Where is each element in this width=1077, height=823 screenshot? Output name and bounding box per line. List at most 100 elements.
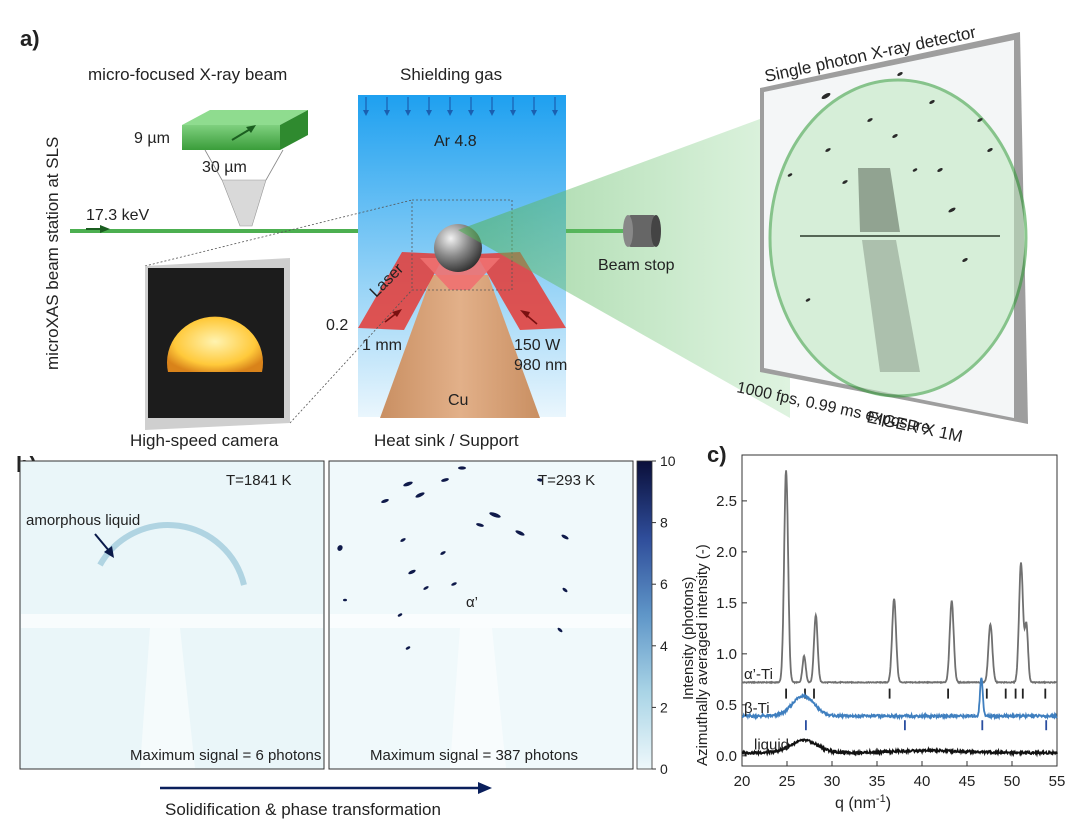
x-tick-label: 35 <box>869 773 886 790</box>
pattern-spot <box>489 512 501 518</box>
pattern-spot <box>400 538 406 542</box>
y-tick-label: 2.0 <box>716 544 737 561</box>
pattern-spot <box>440 551 446 555</box>
copper-label: Cu <box>448 392 468 409</box>
pattern-spot <box>476 523 484 527</box>
x-tick-label: 30 <box>824 773 841 790</box>
pattern-spot <box>557 627 563 633</box>
diffraction-cone <box>458 108 790 418</box>
colorbar <box>636 460 653 770</box>
detector-spot <box>912 168 918 172</box>
series-label: liquid <box>754 737 789 754</box>
y-tick-label: 2.5 <box>716 493 737 510</box>
pattern-right-max: Maximum signal = 387 photons <box>370 747 578 764</box>
series-line-1 <box>741 677 1058 721</box>
colorbar-tick-label: 6 <box>660 576 668 592</box>
pattern-left-temperature: T=1841 K <box>226 472 291 489</box>
detector-spot <box>977 118 983 122</box>
x-tick-label: 50 <box>1004 773 1021 790</box>
pattern-spot <box>405 646 411 650</box>
copper-support <box>380 275 540 418</box>
detector-spot <box>842 180 848 184</box>
pattern-left-max: Maximum signal = 6 photons <box>130 747 321 764</box>
y-tick-label: 1.0 <box>716 646 737 663</box>
y-tick-label: 0.5 <box>716 697 737 714</box>
pattern-solid-spots <box>337 466 569 650</box>
gas-arrow-head <box>531 110 537 116</box>
y-tick-label: 0.0 <box>716 748 737 765</box>
x-tick-label: 25 <box>779 773 796 790</box>
process-arrow-label: Solidification & phase transformation <box>165 800 441 819</box>
colorbar-label: Intensity (photons) <box>680 577 697 700</box>
series-line-2 <box>741 737 1058 758</box>
detector-model: EIGER X 1M <box>865 407 964 446</box>
y-axis-label: Azimuthally averaged intensity (-) <box>694 544 711 766</box>
gas-arrow-head <box>363 110 369 116</box>
x-tick-label: 55 <box>1049 773 1066 790</box>
pattern-spot <box>562 587 568 593</box>
x-axis-label: q (nm-1) <box>835 793 891 812</box>
colorbar-tick-label: 10 <box>660 453 676 469</box>
gas-arrows <box>363 97 558 116</box>
colorbar-ticks: 0 2 4 6 8 10 <box>652 453 676 777</box>
gas-arrow-head <box>510 110 516 116</box>
x-tick-label: 40 <box>914 773 931 790</box>
laser-right <box>476 252 566 330</box>
colorbar-tick-label: 4 <box>660 638 668 654</box>
pattern-spot <box>537 478 543 482</box>
gas-arrow-head <box>405 110 411 116</box>
detector-spot <box>962 258 968 262</box>
pattern-right-annotation: α’ <box>466 594 478 611</box>
gas-arrow-head <box>489 110 495 116</box>
x-tick-label: 45 <box>959 773 976 790</box>
series-line-0 <box>741 470 1058 685</box>
panel-c-letter: c) <box>707 442 727 467</box>
pattern-spot <box>381 498 389 504</box>
beamline-label: microXAS beam station at SLS <box>43 137 62 370</box>
detector <box>760 32 1028 424</box>
pattern-spot <box>343 598 347 602</box>
pattern-spot <box>458 466 466 470</box>
pattern-spot <box>415 492 425 498</box>
gas-arrow-head <box>468 110 474 116</box>
pattern-liquid <box>19 460 325 770</box>
pattern-left-annotation: amorphous liquid <box>26 512 140 529</box>
focus-funnel <box>221 179 267 227</box>
colorbar-tick-label: 8 <box>660 515 668 531</box>
shielding-label: Shielding gas <box>400 65 502 84</box>
beam-width-label: 30 µm <box>202 159 247 176</box>
detector-spot <box>867 118 873 122</box>
pattern-spot <box>408 569 416 575</box>
beam-cross-section <box>182 110 308 150</box>
detector-spot <box>987 148 993 152</box>
camera-image <box>145 258 290 430</box>
colorbar-tick-label: 2 <box>660 699 668 715</box>
pattern-spot <box>337 545 343 551</box>
detector-spots <box>787 72 993 302</box>
pattern-right-temperature: T=293 K <box>538 472 595 489</box>
plot-area: 20 25 30 35 40 45 50 55 0.0 0.5 1.0 1.5 2.0 2.5 α’-Ti β… <box>716 470 1065 790</box>
laser-width-label: 1 mm <box>362 337 402 354</box>
series-label: β-Ti <box>744 700 770 717</box>
plot-frame <box>741 454 1058 767</box>
colorbar-tick-label: 0 <box>660 761 668 777</box>
beam-height-label: 9 µm <box>134 130 170 147</box>
panel-a-letter: a) <box>20 26 40 51</box>
pattern-spot <box>397 613 403 617</box>
energy-label: 17.3 keV <box>86 207 149 224</box>
y-tick-label: 1.5 <box>716 595 737 612</box>
x-tick-label: 20 <box>734 773 751 790</box>
beam-stop <box>623 215 661 247</box>
laser-wavelength-label: 980 nm <box>514 357 567 374</box>
beamstop-label: Beam stop <box>598 257 675 274</box>
gas-arrow-head <box>447 110 453 116</box>
laser-thickness-label: 0.2 <box>326 317 348 334</box>
series-label: α’-Ti <box>744 666 773 683</box>
argon-label: Ar 4.8 <box>434 133 477 150</box>
detector-spot <box>937 168 943 172</box>
gas-arrow-head <box>384 110 390 116</box>
pattern-spot <box>403 481 413 487</box>
pattern-spot <box>451 582 457 586</box>
detector-spot <box>805 298 811 302</box>
pattern-solid <box>328 460 634 770</box>
